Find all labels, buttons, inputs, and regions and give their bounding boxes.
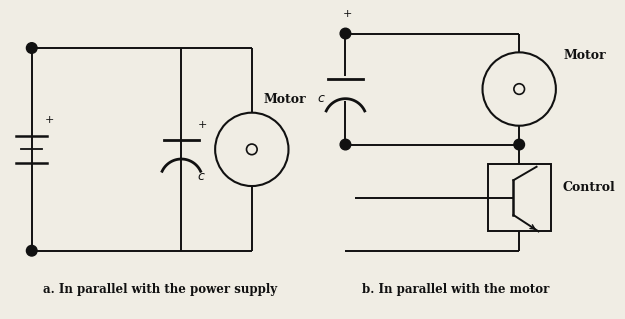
Text: b. In parallel with the motor: b. In parallel with the motor	[361, 283, 549, 296]
Text: c: c	[198, 170, 204, 183]
Bar	[488, 164, 551, 231]
Text: +: +	[44, 115, 54, 125]
Text: Motor: Motor	[263, 93, 306, 106]
Circle shape	[340, 139, 351, 150]
Text: a. In parallel with the power supply: a. In parallel with the power supply	[43, 283, 277, 296]
Text: +: +	[198, 120, 208, 130]
Circle shape	[26, 43, 37, 53]
Text: Control: Control	[562, 182, 615, 195]
Text: +: +	[342, 9, 352, 19]
Circle shape	[514, 139, 524, 150]
Circle shape	[340, 28, 351, 39]
Text: Motor: Motor	[564, 49, 606, 62]
Text: c: c	[318, 92, 325, 105]
Circle shape	[26, 245, 37, 256]
